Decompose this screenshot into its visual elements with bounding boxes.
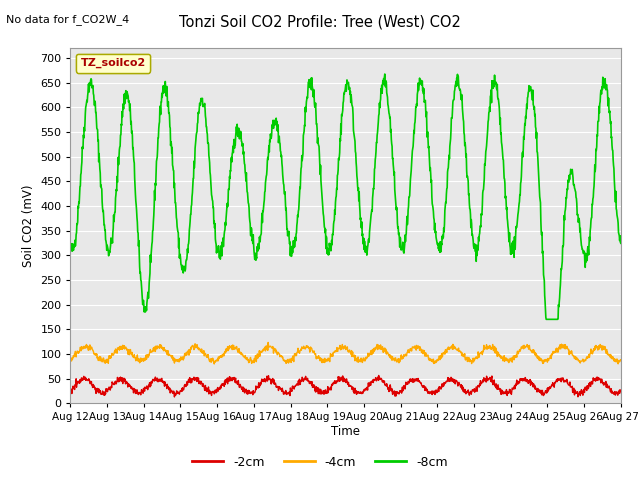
Y-axis label: Soil CO2 (mV): Soil CO2 (mV) xyxy=(22,184,35,267)
Legend: -2cm, -4cm, -8cm: -2cm, -4cm, -8cm xyxy=(187,451,453,474)
Legend: TZ_soilco2: TZ_soilco2 xyxy=(76,54,150,72)
Text: No data for f_CO2W_4: No data for f_CO2W_4 xyxy=(6,14,130,25)
Text: Tonzi Soil CO2 Profile: Tree (West) CO2: Tonzi Soil CO2 Profile: Tree (West) CO2 xyxy=(179,14,461,29)
X-axis label: Time: Time xyxy=(331,425,360,438)
